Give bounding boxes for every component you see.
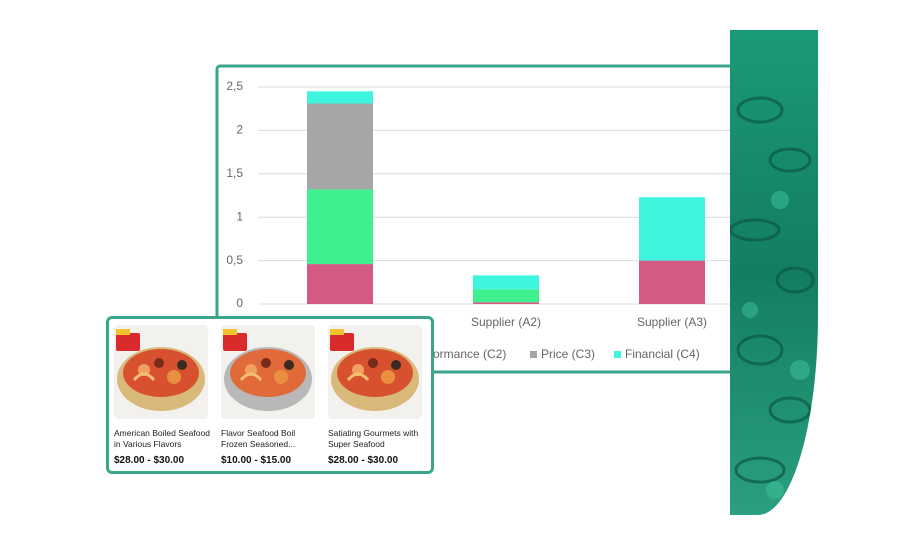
bar-segment bbox=[473, 275, 539, 290]
y-tick-label: 1,5 bbox=[226, 166, 243, 180]
x-tick-label: Supplier (A2) bbox=[471, 315, 541, 329]
product-image bbox=[221, 325, 315, 419]
y-tick-label: 0 bbox=[236, 296, 243, 310]
y-tick-label: 0,5 bbox=[226, 253, 243, 267]
bar-segment bbox=[307, 189, 373, 265]
legend-marker bbox=[530, 351, 537, 358]
product-name: Satiating Gourmets with Super Seafood bbox=[328, 428, 419, 449]
product-item[interactable]: Flavor Seafood Boil Frozen Seasoned... $1… bbox=[221, 325, 317, 466]
bar-segment bbox=[473, 289, 539, 303]
legend-label: Performance (C2) bbox=[411, 347, 506, 361]
y-tick-label: 2,5 bbox=[226, 79, 243, 93]
legend-label: Financial (C4) bbox=[625, 347, 700, 361]
product-name: American Boiled Seafood in Various Flavo… bbox=[114, 428, 210, 449]
legend-label: Price (C3) bbox=[541, 347, 595, 361]
bar-segment bbox=[307, 103, 373, 190]
product-name: Flavor Seafood Boil Frozen Seasoned... bbox=[221, 428, 296, 449]
bar-segment bbox=[307, 264, 373, 304]
product-image bbox=[328, 325, 422, 419]
product-price: $28.00 - $30.00 bbox=[328, 455, 399, 466]
bar-segment bbox=[639, 197, 705, 261]
product-item[interactable]: Satiating Gourmets with Super Seafood $28… bbox=[328, 325, 424, 466]
y-tick-label: 2 bbox=[236, 123, 243, 137]
product-price: $28.00 - $30.00 bbox=[114, 455, 185, 466]
x-tick-label: Supplier (A3) bbox=[637, 315, 707, 329]
bar-segment bbox=[639, 260, 705, 304]
product-item[interactable]: American Boiled Seafood in Various Flavo… bbox=[114, 325, 210, 466]
product-image bbox=[114, 325, 208, 419]
legend-marker bbox=[614, 351, 621, 358]
bar-segment bbox=[307, 91, 373, 104]
y-tick-label: 1 bbox=[236, 209, 243, 223]
seafood-image bbox=[730, 30, 818, 515]
product-price: $10.00 - $15.00 bbox=[221, 455, 292, 466]
bar-segment bbox=[473, 302, 539, 304]
product-card: American Boiled Seafood in Various Flavo… bbox=[106, 316, 434, 474]
